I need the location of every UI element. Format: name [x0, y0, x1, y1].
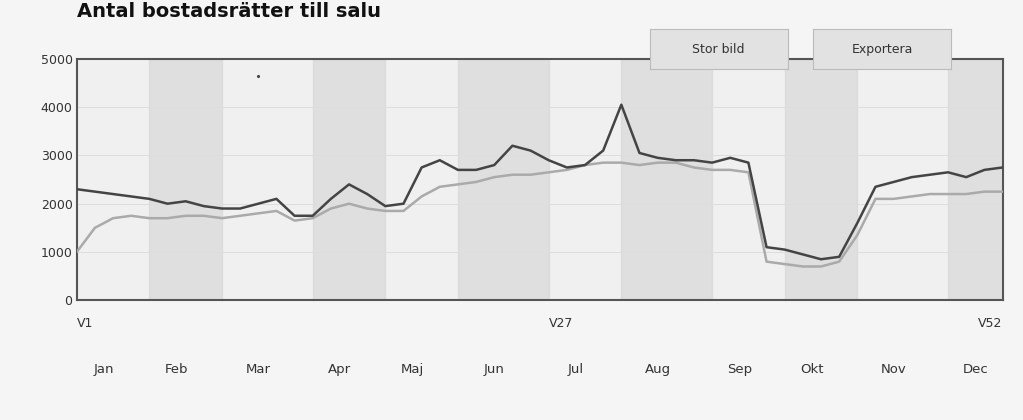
Text: Jul: Jul: [568, 363, 584, 376]
Text: Exportera: Exportera: [852, 43, 913, 56]
Text: Nov: Nov: [881, 363, 906, 376]
Text: Apr: Apr: [328, 363, 352, 376]
Text: Mar: Mar: [246, 363, 271, 376]
Bar: [313, 59, 385, 300]
Text: Antal bostadsrätter till salu: Antal bostadsrätter till salu: [77, 2, 381, 21]
Text: Dec: Dec: [963, 363, 988, 376]
Text: Okt: Okt: [800, 363, 824, 376]
Bar: [785, 59, 857, 300]
Bar: [621, 59, 712, 300]
Text: Stor bild: Stor bild: [693, 43, 745, 56]
Text: Feb: Feb: [165, 363, 188, 376]
Bar: [948, 59, 1021, 300]
Text: V52: V52: [978, 317, 1003, 330]
Text: Aug: Aug: [644, 363, 671, 376]
Bar: [149, 59, 222, 300]
Text: Jun: Jun: [484, 363, 504, 376]
Bar: [458, 59, 548, 300]
Text: Sep: Sep: [726, 363, 752, 376]
Text: V1: V1: [77, 317, 93, 330]
Text: V27: V27: [548, 317, 573, 330]
Text: Maj: Maj: [401, 363, 425, 376]
Text: Jan: Jan: [94, 363, 115, 376]
